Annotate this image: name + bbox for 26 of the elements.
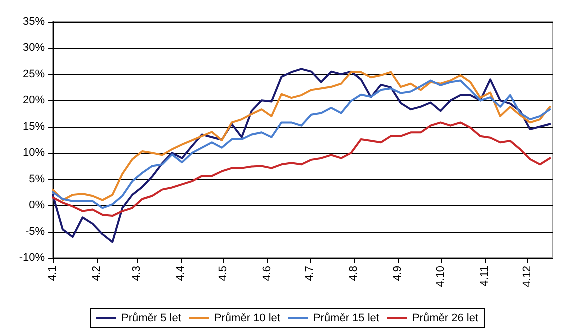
legend-label: Průměr 15 let [313,312,380,324]
legend-label: Průměr 5 let [122,312,182,324]
y-tick-label: 35% [22,16,46,28]
y-tick-label: 20% [22,94,46,107]
y-tick-label: 5% [29,173,46,186]
x-tick-label: 4.2 [91,266,104,282]
x-tick-label: 4.6 [261,266,274,282]
x-tick-label: 4.10 [434,266,447,288]
x-tick-label: 4.8 [348,266,360,282]
y-tick-label: -5% [25,226,46,238]
legend-label: Průměr 26 let [412,312,478,324]
y-tick-label: 10% [22,147,46,160]
y-tick-label: -10% [19,252,46,264]
x-tick-label: 4.3 [130,266,143,282]
x-tick-label: 4.7 [304,266,316,282]
x-tick-label: 4.12 [521,266,534,288]
x-tick-label: 4.4 [174,266,187,282]
x-tick-label: 4.9 [392,266,404,282]
x-tick-label: 4.5 [217,266,230,282]
x-tick-label: 4.1 [47,266,59,282]
y-tick-label: 25% [22,68,46,80]
y-tick-label: 0% [29,200,46,212]
legend-label: Průměr 10 let [214,312,280,324]
x-tick-label: 4.11 [478,266,491,287]
y-tick-label: 30% [22,42,46,54]
y-tick-label: 15% [22,120,46,133]
